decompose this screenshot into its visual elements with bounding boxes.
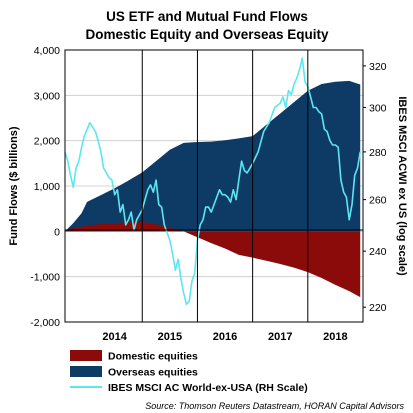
chart-subtitle: Domestic Equity and Overseas Equity — [85, 27, 329, 42]
legend-swatch-domestic — [70, 350, 102, 361]
y-tick-label: -2,000 — [30, 317, 60, 329]
series-domestic-area — [65, 221, 361, 298]
legend-label-index: IBES MSCI AC World-ex-USA (RH Scale) — [108, 382, 308, 394]
y2-tick-label: 240 — [369, 246, 387, 258]
y-tick-label: 3,000 — [34, 90, 60, 102]
y2-tick-label: 320 — [369, 61, 387, 73]
legend-label-overseas: Overseas equities — [108, 367, 198, 379]
index-line-layer — [64, 57, 361, 306]
y-axis-label: Fund Flows ($ billions) — [8, 126, 20, 245]
plot-frame — [64, 49, 364, 323]
y2-tick-label: 280 — [369, 147, 387, 159]
y2-tick-label: 220 — [369, 302, 387, 314]
legend-swatch-overseas — [70, 366, 102, 377]
y2-axis-label: IBES MSCI ACWI ex US (log scale) — [396, 96, 408, 276]
legend-item-domestic: Domestic equities — [70, 350, 198, 363]
y-tick-label: 0 — [54, 226, 60, 238]
legend-item-overseas: Overseas equities — [70, 366, 198, 379]
x-tick-label: 2014 — [102, 331, 127, 343]
y2-tick-label: 300 — [369, 102, 387, 114]
x-axis-ticks: 2014 2015 2016 2017 2018 — [102, 331, 347, 343]
legend: Domestic equities Overseas equities IBES… — [70, 350, 308, 394]
year-dividers — [141, 50, 309, 322]
series-overseas-area — [65, 80, 361, 232]
series-index-line — [64, 57, 361, 306]
flow-areas — [65, 80, 361, 298]
y-tick-label: 4,000 — [34, 45, 60, 57]
legend-item-index: IBES MSCI AC World-ex-USA (RH Scale) — [70, 382, 308, 394]
x-tick-label: 2017 — [268, 331, 292, 343]
y-tick-label: 2,000 — [34, 136, 60, 148]
y-tick-label: 1,000 — [34, 181, 60, 193]
legend-label-domestic: Domestic equities — [108, 351, 198, 363]
right-axis-ticks: 320 300 280 260 240 220 — [363, 61, 387, 314]
chart-title: US ETF and Mutual Fund Flows — [106, 9, 308, 24]
x-tick-label: 2015 — [158, 331, 182, 343]
x-tick-label: 2018 — [323, 331, 347, 343]
y2-tick-label: 260 — [369, 195, 387, 207]
x-tick-label: 2016 — [213, 331, 237, 343]
source-note: Source: Thomson Reuters Datastream, HORA… — [145, 401, 404, 411]
left-axis-ticks: 4,000 3,000 2,000 1,000 0 -1,000 -2,000 — [30, 45, 60, 329]
y-tick-label: -1,000 — [30, 272, 60, 284]
